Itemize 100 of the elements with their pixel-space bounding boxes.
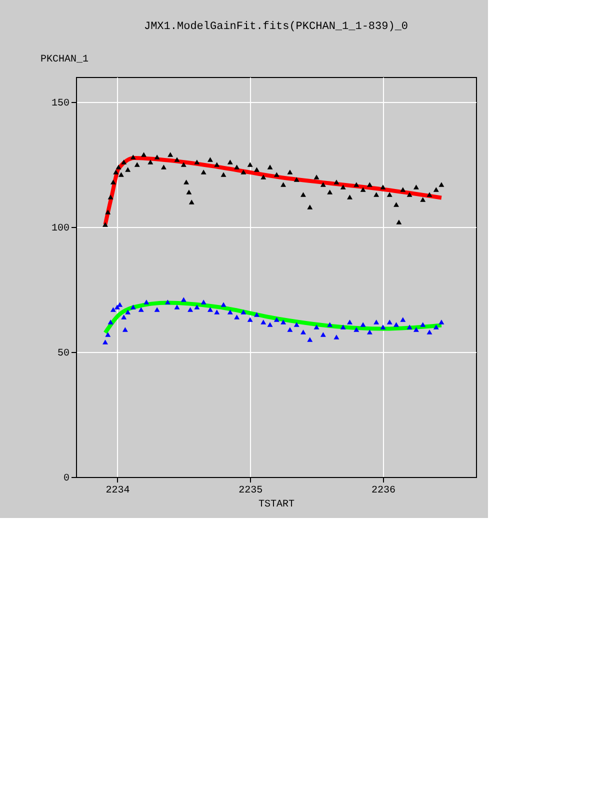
point bbox=[247, 317, 253, 322]
point bbox=[320, 332, 326, 337]
point bbox=[207, 307, 213, 312]
point bbox=[116, 164, 122, 170]
point bbox=[300, 330, 306, 334]
point bbox=[366, 330, 372, 334]
point bbox=[240, 170, 246, 174]
point bbox=[413, 184, 419, 190]
point bbox=[108, 320, 114, 324]
point bbox=[354, 327, 360, 332]
point bbox=[340, 184, 346, 190]
point bbox=[360, 322, 366, 327]
point bbox=[274, 317, 280, 322]
point bbox=[234, 164, 240, 170]
point bbox=[174, 304, 180, 310]
point bbox=[110, 180, 116, 184]
point bbox=[207, 157, 213, 162]
point bbox=[287, 170, 293, 174]
point bbox=[188, 307, 194, 312]
point bbox=[380, 324, 386, 330]
point bbox=[164, 300, 170, 304]
point bbox=[294, 322, 300, 327]
point bbox=[118, 172, 124, 177]
point bbox=[380, 184, 386, 190]
y-tick-label: 150 bbox=[51, 98, 70, 110]
point bbox=[260, 174, 266, 180]
point bbox=[108, 194, 114, 200]
point bbox=[188, 200, 194, 204]
point bbox=[396, 220, 402, 224]
point bbox=[366, 182, 372, 187]
point bbox=[194, 160, 200, 164]
point bbox=[386, 320, 392, 324]
point bbox=[240, 310, 246, 314]
point bbox=[117, 302, 123, 307]
y-tick-label: 50 bbox=[57, 348, 70, 360]
point bbox=[320, 182, 326, 187]
point bbox=[160, 164, 166, 170]
point bbox=[113, 170, 119, 174]
point bbox=[307, 204, 313, 210]
line-series bbox=[103, 156, 444, 226]
point bbox=[354, 182, 360, 187]
point bbox=[413, 327, 419, 332]
point bbox=[400, 187, 406, 192]
point bbox=[184, 180, 190, 184]
point bbox=[138, 307, 144, 312]
point bbox=[327, 322, 333, 327]
point bbox=[125, 310, 131, 314]
point bbox=[347, 194, 352, 200]
point bbox=[274, 172, 280, 177]
point bbox=[148, 160, 154, 164]
point bbox=[234, 314, 240, 320]
point bbox=[247, 162, 253, 167]
x-axis-title: TSTART bbox=[258, 500, 295, 510]
point bbox=[121, 314, 127, 320]
point bbox=[220, 172, 226, 177]
y-tick-label: 0 bbox=[63, 474, 70, 484]
point bbox=[406, 324, 412, 330]
point bbox=[374, 192, 380, 197]
point bbox=[186, 190, 192, 194]
point bbox=[400, 317, 406, 322]
point bbox=[154, 307, 160, 312]
point bbox=[114, 304, 120, 310]
point bbox=[227, 160, 233, 164]
point bbox=[267, 322, 273, 327]
point bbox=[334, 180, 340, 184]
point bbox=[267, 164, 273, 170]
x-tick-label: 2235 bbox=[238, 486, 263, 496]
y-axis-title: PKCHAN_1 bbox=[40, 54, 89, 66]
point bbox=[168, 152, 174, 157]
point bbox=[180, 297, 186, 302]
y-tick-label: 100 bbox=[51, 224, 70, 234]
point bbox=[406, 192, 412, 197]
point bbox=[300, 192, 306, 197]
point bbox=[426, 192, 432, 197]
point bbox=[438, 320, 444, 324]
point bbox=[360, 187, 366, 192]
point bbox=[260, 320, 266, 324]
point bbox=[340, 324, 346, 330]
point bbox=[433, 187, 439, 192]
point bbox=[420, 322, 426, 327]
point bbox=[180, 162, 186, 167]
point bbox=[254, 167, 260, 172]
point bbox=[347, 320, 352, 324]
point bbox=[174, 157, 180, 162]
point bbox=[141, 152, 147, 157]
point bbox=[394, 202, 400, 207]
point bbox=[287, 327, 293, 332]
point bbox=[125, 167, 131, 172]
point bbox=[105, 332, 111, 337]
point bbox=[122, 327, 128, 332]
point bbox=[130, 304, 136, 310]
point bbox=[214, 162, 220, 167]
point bbox=[438, 182, 444, 187]
x-tick-label: 2236 bbox=[371, 486, 396, 496]
point bbox=[280, 182, 286, 187]
point bbox=[227, 310, 233, 314]
point bbox=[220, 302, 226, 307]
point bbox=[134, 162, 140, 167]
point bbox=[200, 300, 206, 304]
point bbox=[314, 324, 320, 330]
